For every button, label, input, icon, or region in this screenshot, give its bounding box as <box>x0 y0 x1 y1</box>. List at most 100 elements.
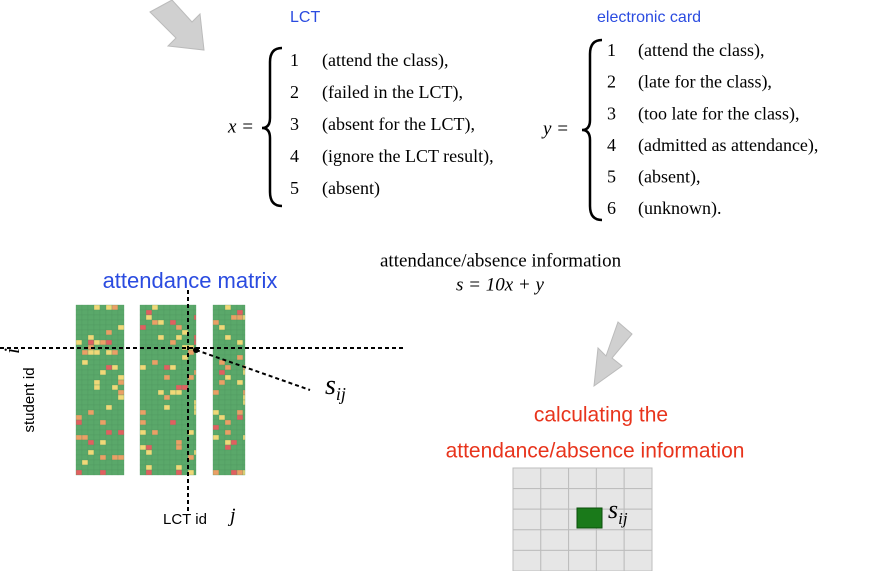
heatmap <box>75 304 246 476</box>
heat-cell <box>87 444 95 451</box>
heat-cell <box>163 349 171 356</box>
heat-cell <box>169 394 177 401</box>
heat-cell <box>163 334 171 341</box>
heat-cell <box>111 304 119 311</box>
heat-cell <box>175 309 183 316</box>
heat-cell <box>163 339 171 346</box>
heat-cell <box>93 309 101 316</box>
heat-cell <box>236 349 244 356</box>
heat-cell <box>99 394 107 401</box>
heat-cell <box>230 374 238 381</box>
heat-cell <box>75 384 83 391</box>
heat-cell <box>93 349 101 356</box>
heat-cell <box>169 324 177 331</box>
heat-cell <box>87 449 95 456</box>
heat-cell <box>212 369 220 376</box>
heat-cell <box>175 434 183 441</box>
heat-cell <box>169 444 177 451</box>
heat-cell <box>163 464 171 471</box>
heat-cell <box>236 469 244 476</box>
heat-cell <box>242 404 246 411</box>
heat-cell <box>151 384 159 391</box>
heat-cell <box>99 304 107 311</box>
heat-cell <box>157 454 165 461</box>
heat-cell <box>230 399 238 406</box>
heat-cell <box>163 389 171 396</box>
heat-cell <box>81 414 89 421</box>
heat-cell <box>218 374 226 381</box>
heat-cell <box>175 324 183 331</box>
heat-cell <box>139 429 147 436</box>
heat-cell <box>75 444 83 451</box>
heat-cell <box>87 314 95 321</box>
heat-cell <box>87 429 95 436</box>
heat-cell <box>93 429 101 436</box>
heat-cell <box>169 374 177 381</box>
heat-cell <box>218 304 226 311</box>
case-text: (absent for the LCT), <box>322 114 475 135</box>
heat-cell <box>163 354 171 361</box>
heat-cell <box>139 394 147 401</box>
grid-cell <box>595 467 625 490</box>
heat-cell <box>157 389 165 396</box>
heat-cell <box>212 384 220 391</box>
heat-cell <box>117 389 125 396</box>
heat-cell <box>117 304 125 311</box>
heat-cell <box>145 334 153 341</box>
heat-cell <box>145 419 153 426</box>
heat-cell <box>236 439 244 446</box>
heat-cell <box>99 399 107 406</box>
heat-cell <box>139 449 147 456</box>
heat-cell <box>93 319 101 326</box>
heat-cell <box>75 354 83 361</box>
heat-cell <box>224 469 232 476</box>
case-text: (attend the class), <box>638 40 764 61</box>
heat-cell <box>75 359 83 366</box>
heat-cell <box>151 469 159 476</box>
heat-cell <box>117 444 125 451</box>
heat-cell <box>87 359 95 366</box>
col-var: j <box>227 505 236 527</box>
heat-cell <box>163 404 171 411</box>
heat-cell <box>111 404 119 411</box>
heat-cell <box>117 364 125 371</box>
heat-cell <box>163 394 171 401</box>
heat-cell <box>117 319 125 326</box>
heat-cell <box>75 309 83 316</box>
heat-cell <box>218 414 226 421</box>
heat-cell <box>157 409 165 416</box>
heat-cell <box>242 319 246 326</box>
heat-cell <box>81 374 89 381</box>
heat-cell <box>175 439 183 446</box>
heat-cell <box>105 449 113 456</box>
grid-cell <box>568 488 597 510</box>
heat-cell <box>87 369 95 376</box>
heat-cell <box>218 334 226 341</box>
heat-cell <box>163 424 171 431</box>
heat-cell <box>157 314 165 321</box>
heat-cell <box>236 449 244 456</box>
heat-cell <box>218 434 226 441</box>
heat-cell <box>212 454 220 461</box>
heat-cell <box>163 469 171 476</box>
heat-cell <box>230 414 238 421</box>
heat-cell <box>175 359 183 366</box>
heat-cell <box>93 334 101 341</box>
heat-cell <box>93 439 101 446</box>
heat-cell <box>175 374 183 381</box>
heat-cell <box>75 439 83 446</box>
heat-cell <box>75 459 83 466</box>
case-text: (absent) <box>322 178 380 199</box>
heat-cell <box>75 374 83 381</box>
heat-cell <box>145 404 153 411</box>
heat-cell <box>117 339 125 346</box>
heat-cell <box>81 364 89 371</box>
heat-cell <box>75 314 83 321</box>
heat-cell <box>93 424 101 431</box>
calc-line1: calculating the <box>534 404 668 427</box>
heat-cell <box>81 324 89 331</box>
heat-cell <box>218 314 226 321</box>
heat-cell <box>87 434 95 441</box>
heat-cell <box>193 389 197 396</box>
heat-cell <box>111 314 119 321</box>
